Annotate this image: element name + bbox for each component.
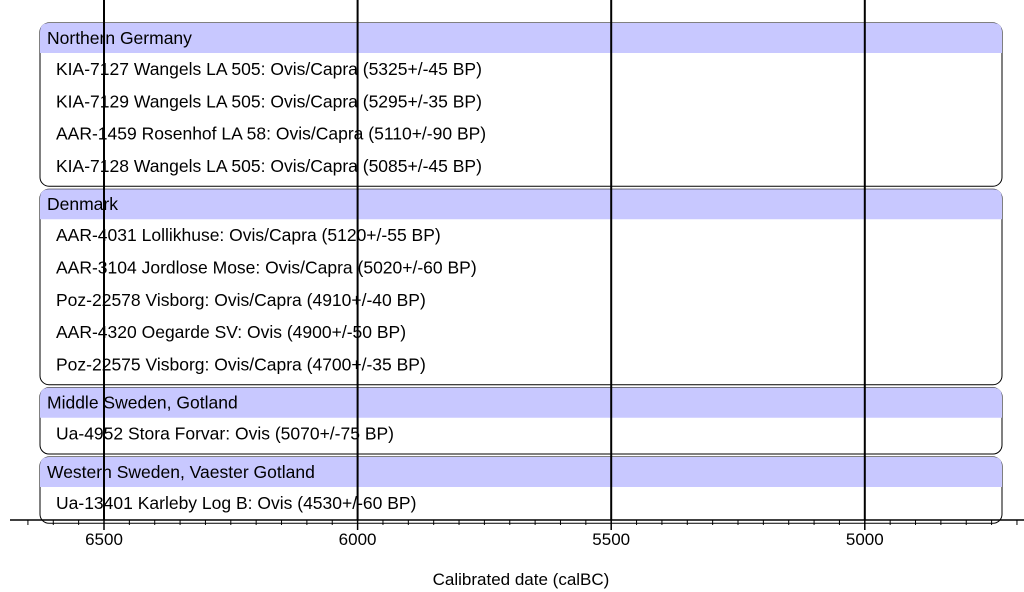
group-header-label: Denmark	[47, 194, 118, 214]
sample-label: KIA-7127 Wangels LA 505: Ovis/Capra (532…	[56, 59, 482, 79]
group-header-label: Middle Sweden, Gotland	[47, 393, 238, 413]
group-header-label: Western Sweden, Vaester Gotland	[47, 462, 315, 482]
sample-label: Poz-22575 Visborg: Ovis/Capra (4700+/-35…	[56, 354, 426, 374]
sample-label: Ua-4952 Stora Forvar: Ovis (5070+/-75 BP…	[56, 424, 394, 444]
x-axis: 65006000550050004500400035003000	[10, 519, 1024, 549]
group-header-band	[40, 23, 1002, 53]
x-tick-label: 6000	[339, 530, 377, 549]
sample-label: KIA-7129 Wangels LA 505: Ovis/Capra (529…	[56, 91, 482, 111]
sample-label: KIA-7128 Wangels LA 505: Ovis/Capra (508…	[56, 156, 482, 176]
sample-label: AAR-4320 Oegarde SV: Ovis (4900+/-50 BP)	[56, 322, 406, 342]
group-header-band	[40, 387, 1002, 418]
sample-label: Poz-22578 Visborg: Ovis/Capra (4910+/-40…	[56, 290, 426, 310]
sample-label: AAR-1459 Rosenhof LA 58: Ovis/Capra (511…	[56, 124, 486, 144]
group-header-band	[40, 189, 1002, 220]
sample-labels-layer: Northern Germany KIA-7127 Wangels LA 505:…	[47, 28, 486, 513]
x-tick-label: 6500	[85, 530, 123, 549]
group-boxes-layer	[39, 22, 1003, 524]
group-header-label: Northern Germany	[47, 28, 192, 48]
sample-label: AAR-3104 Jordlose Mose: Ovis/Capra (5020…	[56, 258, 477, 278]
group-header-band	[40, 457, 1002, 487]
gridlines-layer	[103, 0, 866, 520]
x-axis-title: Calibrated date (calBC)	[433, 570, 610, 589]
x-tick-label: 5500	[592, 530, 630, 549]
x-tick-label: 5000	[846, 530, 884, 549]
sample-label: Ua-13401 Karleby Log B: Ovis (4530+/-60 …	[56, 493, 416, 513]
sample-label: AAR-4031 Lollikhuse: Ovis/Capra (5120+/-…	[56, 225, 441, 245]
